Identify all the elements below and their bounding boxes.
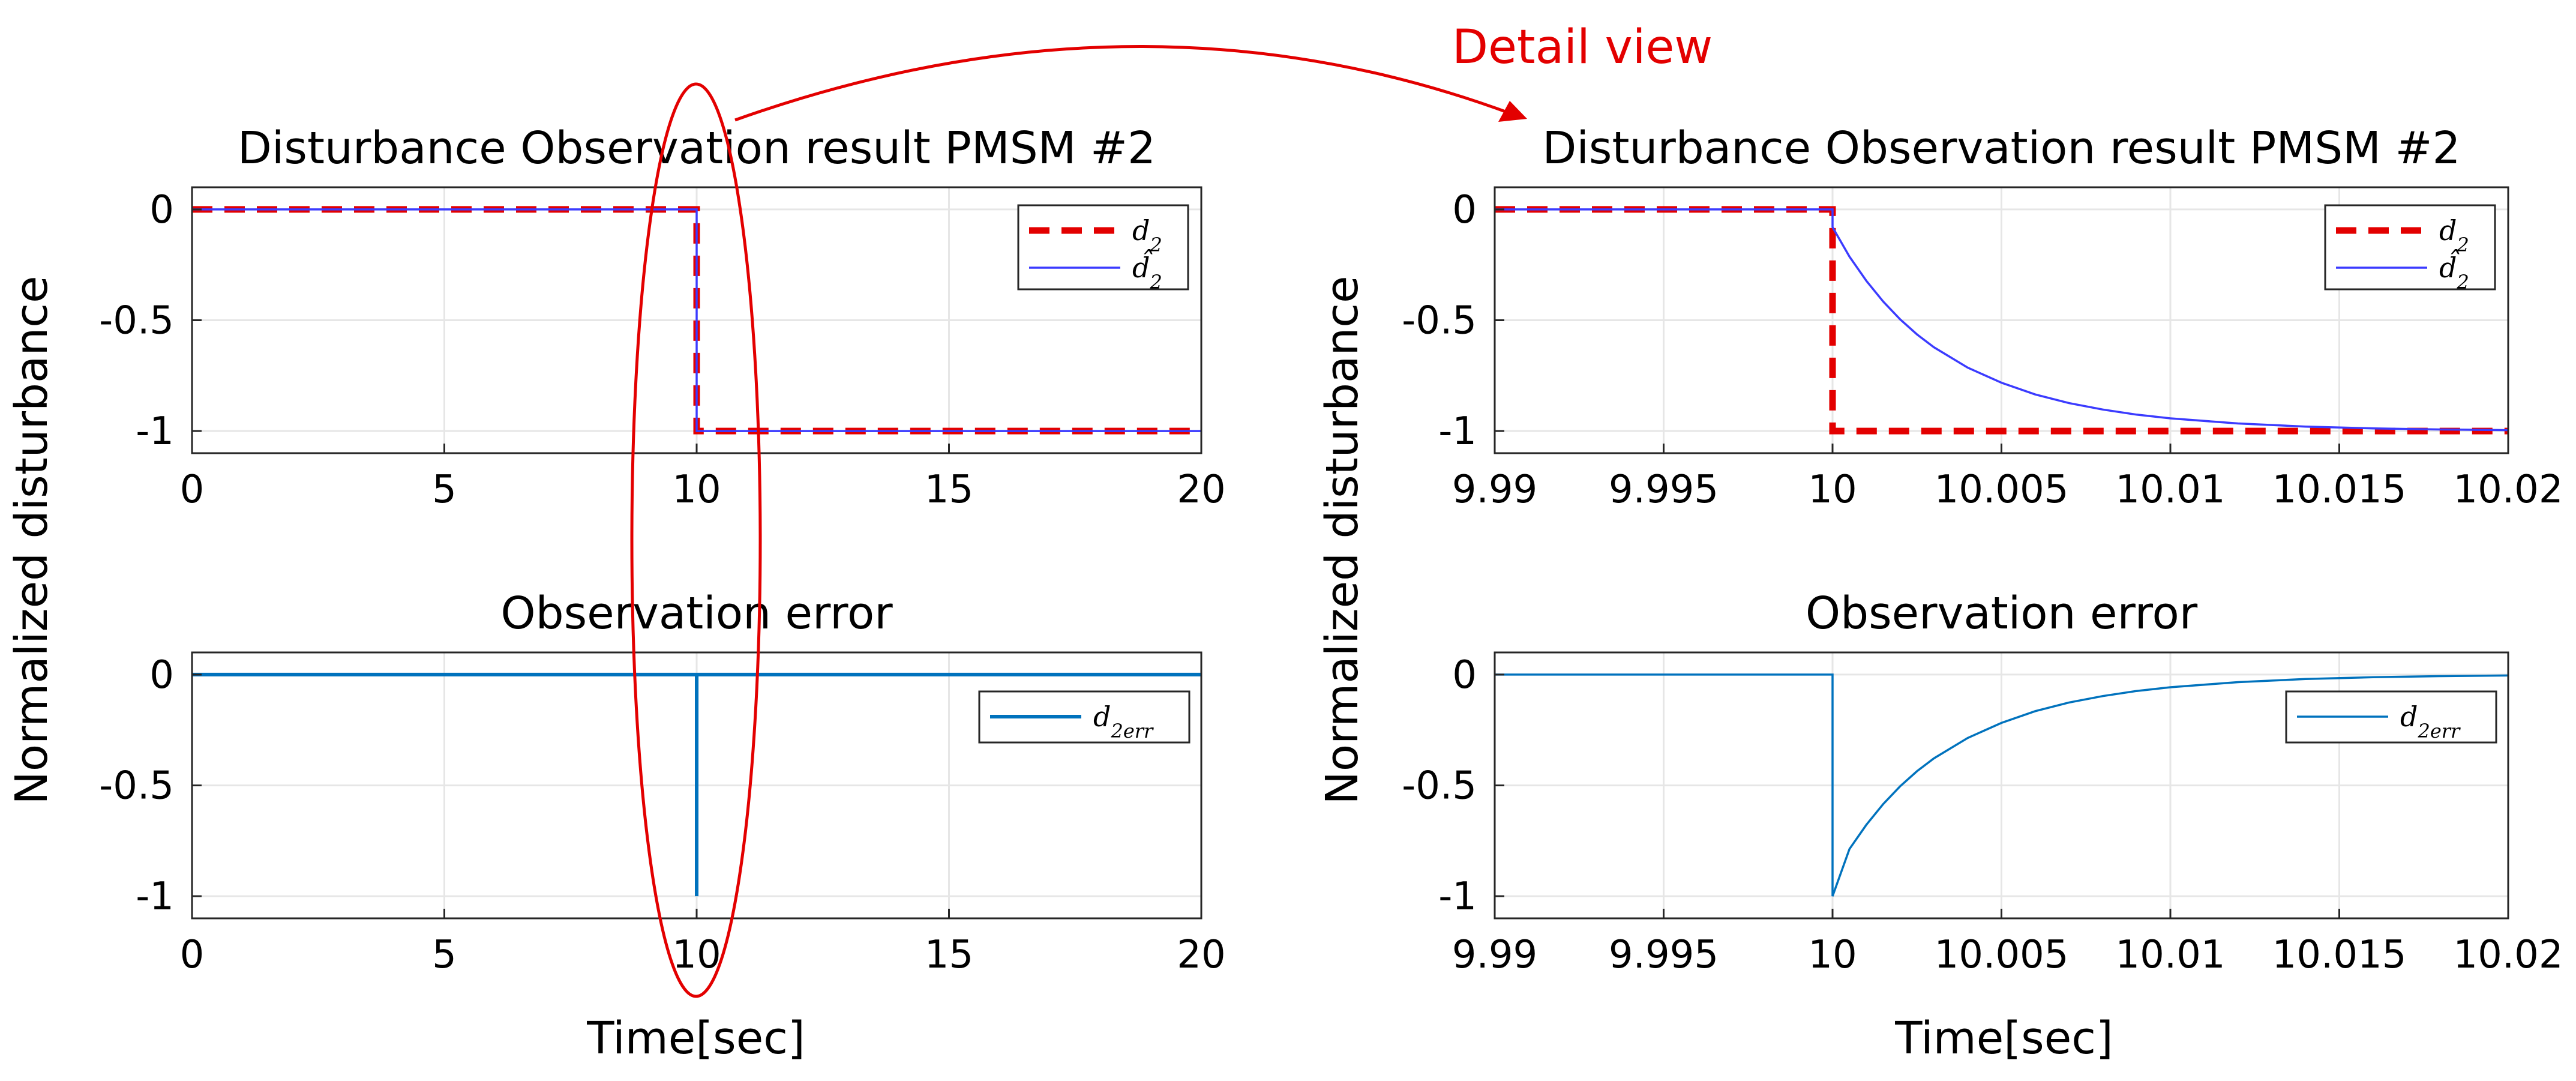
xtick-label-0: 9.99 <box>1452 933 1538 977</box>
annotation-text: Detail view <box>1452 20 1713 74</box>
legend: d2d̂2 <box>2324 204 2496 294</box>
legend: d2d̂2 <box>1017 204 1189 294</box>
xtick-label-2: 10 <box>1808 468 1857 512</box>
ytick-label-2: -1 <box>1438 875 1477 919</box>
xtick-label-1: 5 <box>432 468 457 512</box>
subplot-title: Observation error <box>1806 588 2198 639</box>
xtick-label-2: 10 <box>1808 933 1857 977</box>
xtick-label-4: 20 <box>1177 933 1225 977</box>
xtick-label-4: 10.01 <box>2115 933 2225 977</box>
xtick-label-4: 10.01 <box>2115 468 2225 512</box>
xtick-label-3: 15 <box>925 933 973 977</box>
legend-box <box>2324 204 2496 291</box>
xtick-label-1: 5 <box>432 933 457 977</box>
xtick-label-0: 0 <box>180 468 205 512</box>
xtick-label-3: 10.005 <box>1935 468 2069 512</box>
subplot-top-left: 0 5 10 15 20 0 -0.5 -1 Disturbance Observation r… <box>99 122 1226 512</box>
ytick-label-2: -1 <box>1438 409 1477 454</box>
ytick-label-1: -0.5 <box>1402 764 1477 808</box>
xtick-label-3: 10.005 <box>1935 933 2069 977</box>
ytick-label-1: -0.5 <box>99 299 174 343</box>
ytick-label-0: 0 <box>1452 653 1477 697</box>
legend: d2err <box>978 690 1190 744</box>
subplot-bottom-left: 0 5 10 15 20 0 -0.5 -1 Observation error d2err <box>99 588 1226 977</box>
xtick-label-3: 15 <box>925 468 973 512</box>
ylabel-right: Normalized disturbance <box>1317 276 1368 804</box>
xtick-label-2: 10 <box>672 468 721 512</box>
ytick-label-0: 0 <box>149 188 174 232</box>
xtick-label-6: 10.02 <box>2453 933 2563 977</box>
annotation-arrowhead <box>1498 101 1527 122</box>
xtick-label-5: 10.015 <box>2272 468 2407 512</box>
annotation-arrow <box>734 44 1513 122</box>
xtick-label-6: 10.02 <box>2453 468 2563 512</box>
series-line-d2hat <box>192 208 1201 432</box>
xtick-label-4: 20 <box>1177 468 1225 512</box>
series-line-d2hat <box>1495 208 2509 432</box>
xtick-label-1: 9.995 <box>1609 468 1719 512</box>
xtick-label-0: 0 <box>180 933 205 977</box>
subplot-top-right: 9.99 9.995 10 10.005 10.01 10.015 10.02 0 -0.5 -1… <box>1402 122 2563 512</box>
xtick-label-0: 9.99 <box>1452 468 1538 512</box>
legend-box <box>1017 204 1189 291</box>
ytick-label-1: -0.5 <box>99 764 174 808</box>
xtick-label-5: 10.015 <box>2272 933 2407 977</box>
xtick-label-2: 10 <box>672 933 721 977</box>
ytick-label-0: 0 <box>149 653 174 697</box>
ytick-label-2: -1 <box>136 875 174 919</box>
legend: d2err <box>2285 690 2497 744</box>
xtick-label-1: 9.995 <box>1609 933 1719 977</box>
subplot-title: Observation error <box>500 588 893 639</box>
highlight-ellipse <box>630 82 762 998</box>
subplot-title: Disturbance Observation result PMSM #2 <box>238 122 1156 174</box>
xlabel-left: Time[sec] <box>586 1013 805 1064</box>
xlabel-right: Time[sec] <box>1894 1013 2113 1064</box>
ytick-label-1: -0.5 <box>1402 299 1477 343</box>
subplot-bottom-right: 9.99 9.995 10 10.005 10.01 10.015 10.02 0 -0.5 -1… <box>1402 588 2563 977</box>
series-line-err <box>192 672 1201 897</box>
ytick-label-2: -1 <box>136 409 174 454</box>
ytick-label-0: 0 <box>1452 188 1477 232</box>
ylabel-left: Normalized disturbance <box>6 276 58 804</box>
subplot-title: Disturbance Observation result PMSM #2 <box>1542 122 2460 174</box>
series-line-err <box>1495 673 2509 897</box>
